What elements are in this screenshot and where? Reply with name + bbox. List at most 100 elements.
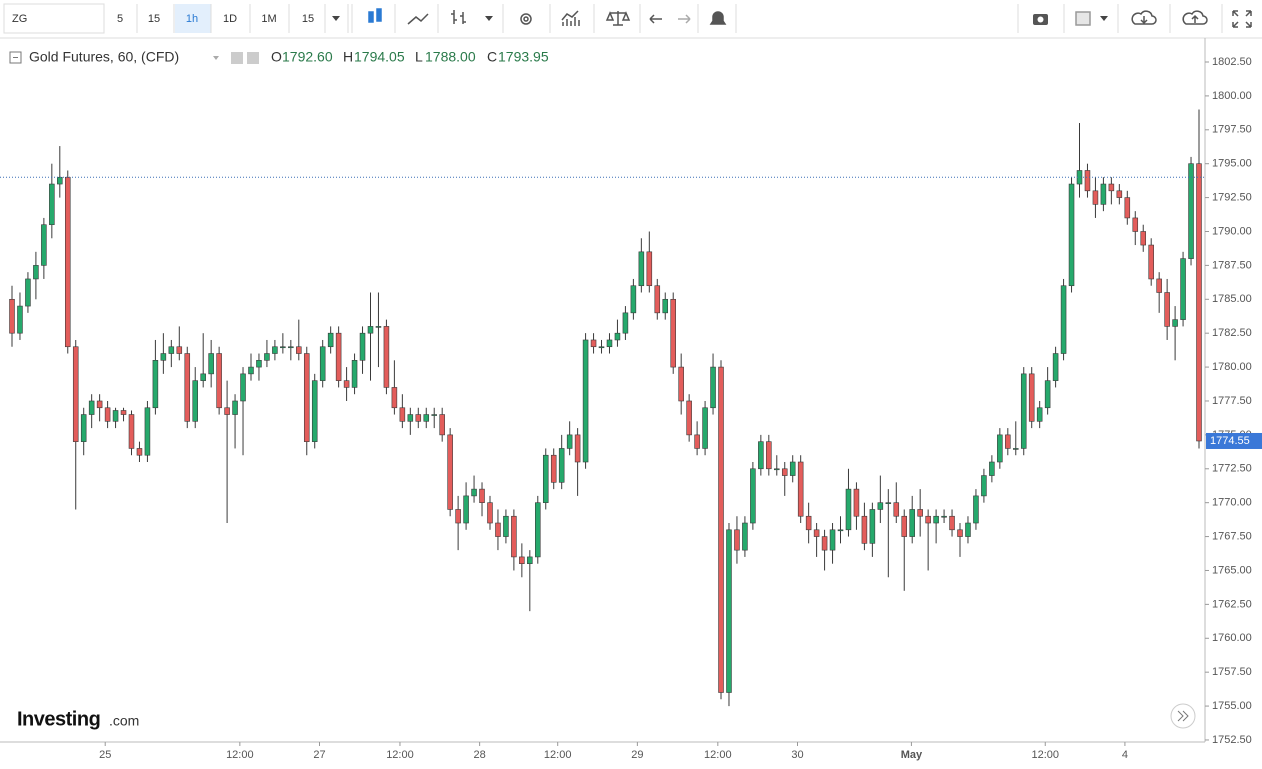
candle-body [917, 509, 923, 517]
logo-brand: Investing [17, 708, 100, 730]
close-icon[interactable] [247, 52, 259, 64]
settings-icon[interactable] [231, 52, 243, 64]
interval[interactable]: 15 [302, 13, 314, 25]
candle-body [1156, 278, 1162, 293]
y-tick-label: 1767.50 [1212, 530, 1252, 542]
candle-body [112, 410, 119, 422]
candle-body [925, 515, 931, 524]
interval[interactable]: 5 [117, 13, 123, 25]
x-tick-label: 29 [631, 749, 643, 761]
candle-body [1188, 163, 1194, 259]
y-tick-label: 1770.00 [1212, 497, 1252, 509]
candle-body [710, 366, 716, 409]
candle-body [821, 536, 828, 551]
candle-body [1052, 353, 1059, 381]
candle-body [797, 461, 804, 517]
candle-body [296, 346, 302, 354]
candle-body [1172, 319, 1178, 327]
candle-body [57, 176, 63, 185]
ohlc-value: 1788.00 [425, 49, 476, 65]
interval[interactable]: 1M [261, 13, 276, 25]
candle-body [550, 454, 557, 483]
candle-body [781, 468, 788, 476]
candle-body [837, 529, 844, 532]
candle-body [1013, 448, 1019, 450]
candle-body [885, 502, 892, 504]
symbol[interactable]: ZG [12, 13, 27, 25]
interval[interactable]: 1D [223, 13, 237, 25]
candle-body [144, 407, 151, 456]
candle-body [869, 509, 876, 544]
candle-body [734, 529, 740, 551]
candle-body [272, 346, 278, 354]
y-tick-label: 1795.00 [1212, 158, 1252, 170]
x-tick-label: 12:00 [1031, 749, 1059, 761]
last-price-tag [1206, 432, 1262, 449]
candle-body [487, 502, 493, 524]
candle-body [1100, 183, 1107, 205]
ohlc-label: L [415, 49, 423, 65]
candle-body [104, 407, 111, 422]
candle-body [136, 448, 143, 456]
y-tick-label: 1782.50 [1212, 327, 1252, 339]
candle-body [168, 346, 175, 354]
candle-body [702, 407, 708, 449]
candle-body [1028, 373, 1035, 422]
dropdown-arrow[interactable] [332, 16, 340, 21]
candle-body [128, 414, 135, 449]
candle-body [957, 529, 963, 537]
candle-body [622, 312, 629, 334]
candle-body [901, 515, 908, 537]
candle-body [1132, 217, 1139, 232]
candle-body [766, 441, 772, 470]
y-tick-label: 1755.00 [1212, 700, 1252, 712]
ohlc-value: 1792.60 [282, 49, 333, 65]
candle-body [415, 414, 422, 422]
candle-body [582, 339, 589, 463]
active-interval-bg [175, 4, 211, 33]
candle-body [367, 326, 374, 334]
candle-body [606, 339, 613, 348]
candle-body [1108, 183, 1115, 192]
candle-body [120, 410, 127, 415]
candle-body [25, 278, 31, 307]
x-tick-label: 12:00 [386, 749, 414, 761]
candle-body [327, 332, 334, 348]
candle-body [535, 502, 541, 558]
y-tick-label: 1802.50 [1212, 56, 1252, 68]
candle-body [853, 488, 860, 517]
candle-body [391, 387, 398, 409]
y-tick-label: 1760.00 [1212, 632, 1252, 644]
candle-body [574, 434, 581, 463]
candle-body [423, 414, 430, 422]
title-dropdown[interactable] [213, 56, 219, 60]
candle-body [192, 380, 198, 422]
candle-body [646, 251, 653, 287]
candle-body [1060, 285, 1067, 354]
x-tick-label: 25 [99, 749, 111, 761]
candle-body [845, 488, 852, 531]
candle-body [216, 353, 222, 409]
symbol-box[interactable] [3, 3, 105, 34]
toolbar-icons[interactable] [368, 8, 1252, 28]
candle-body [343, 380, 350, 388]
candle-body [264, 353, 270, 361]
interval[interactable]: 1h [186, 13, 198, 25]
y-tick-label: 1772.50 [1212, 463, 1252, 475]
y-tick-label: 1757.50 [1212, 666, 1252, 678]
candle-body [678, 366, 684, 402]
candle-body [1044, 380, 1051, 409]
candle-body [1036, 407, 1043, 422]
x-tick-label: 4 [1122, 749, 1128, 761]
logo-suffix: .com [109, 713, 139, 729]
candle-body [495, 522, 501, 537]
candle-body [479, 488, 485, 503]
candle-body [176, 346, 183, 354]
candle-body [9, 298, 15, 334]
candle-body [80, 414, 87, 442]
candle-body [909, 509, 915, 537]
candle-body [750, 468, 756, 524]
ohlc-label: H [343, 49, 353, 65]
interval[interactable]: 15 [148, 13, 160, 25]
candle-body [335, 332, 342, 381]
